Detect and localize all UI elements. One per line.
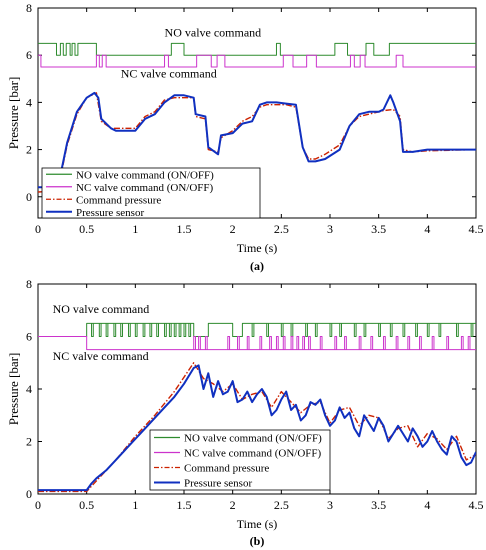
x-tick-label: 1 [132,498,138,512]
plot-series-group [38,322,476,493]
series-line-2 [38,362,476,493]
legend-label: Pressure sensor [76,207,144,219]
legend-box [149,429,331,491]
x-tick-label: 1.5 [177,222,192,236]
legend-label: Pressure sensor [184,478,252,490]
series-line-0 [38,42,476,56]
plot-series-group [38,42,476,193]
x-axis-title: Time (s) [237,241,278,255]
annotation: NC valve command [53,349,149,363]
x-tick-label: 3 [327,222,333,236]
y-tick-label: 2 [26,143,32,157]
y-axis-title: Pressure [bar] [6,353,21,426]
x-tick-label: 2 [230,222,236,236]
panel-b: 0 0.5 1 1.5 2 2.5 3 3.5 4 4.5 0 2 4 6 8 Time (s) Pressur… [6,277,484,548]
series-line-0 [38,322,476,337]
x-tick-label: 4 [424,498,430,512]
annotation: NO valve command [165,25,262,39]
y-tick-label: 6 [26,330,32,344]
y-tick-label: 8 [26,1,32,15]
legend-box [41,167,261,219]
annotation: NC valve command [121,67,217,81]
legend-label: Command pressure [76,194,161,206]
x-axis-title: Time (s) [237,517,278,531]
panel-label: (b) [250,534,265,548]
x-tick-label: 3 [327,498,333,512]
x-tick-label: 2 [230,498,236,512]
annotation: NO valve command [53,302,150,316]
x-tick-label: 3.5 [371,222,386,236]
x-tick-label: 1.5 [177,498,192,512]
x-tick-label: 0.5 [79,498,94,512]
x-tick-label: 0 [35,498,41,512]
y-tick-label: 0 [26,190,32,204]
y-tick-label: 4 [26,95,32,109]
x-tick-label: 1 [132,222,138,236]
legend-label: NO valve command (ON/OFF) [184,433,322,445]
x-tick-label: 3.5 [371,498,386,512]
y-tick-label: 8 [26,277,32,291]
legend-label: Command pressure [184,463,269,475]
panel-a: 0 0.5 1 1.5 2 2.5 3 3.5 4 4.5 0 2 4 6 8 Time (s) Pressur… [6,1,484,273]
x-tick-label: 4 [424,222,430,236]
y-tick-label: 2 [26,435,32,449]
x-tick-label: 0.5 [79,222,94,236]
x-tick-label: 2.5 [274,222,289,236]
series-line-3 [38,364,476,492]
x-tick-label: 4.5 [469,222,484,236]
panel-label: (a) [250,259,264,273]
legend-label: NC valve command (ON/OFF) [76,182,214,194]
x-tick-label: 4.5 [469,498,484,512]
x-tick-label: 0 [35,222,41,236]
x-tick-label: 2.5 [274,498,289,512]
legend: NO valve command (ON/OFF) NC valve comman… [149,429,331,491]
legend: NO valve command (ON/OFF)NC valve comman… [41,167,261,219]
y-axis-title: Pressure [bar] [6,77,21,150]
y-tick-label: 6 [26,48,32,62]
y-tick-label: 0 [26,487,32,501]
legend-label: NO valve command (ON/OFF) [76,169,214,181]
series-line-1 [38,336,476,351]
legend-label: NC valve command (ON/OFF) [184,448,322,460]
y-tick-label: 4 [26,382,32,396]
series-line-3 [38,91,476,189]
series-line-1 [38,54,476,68]
